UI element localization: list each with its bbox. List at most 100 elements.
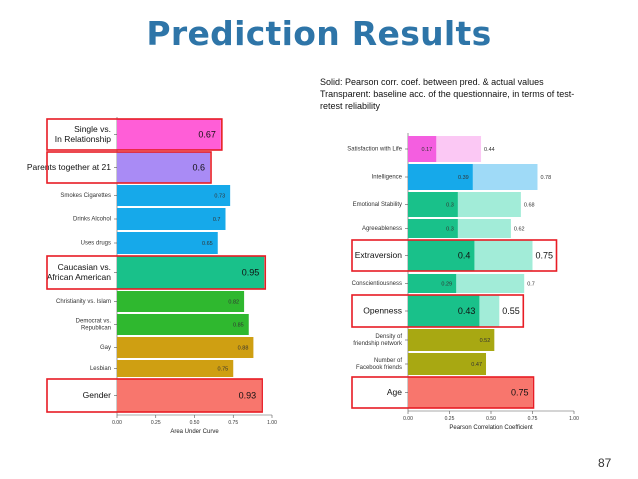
auc-data-label: 0.65 — [202, 241, 213, 247]
corr-data-label: 0.39 — [458, 175, 469, 181]
auc-x-axis-label: Area Under Curve — [170, 429, 219, 435]
auc-tick-label: 1.00 — [267, 420, 277, 426]
auc-highlight-box — [46, 118, 223, 151]
auc-bar — [117, 379, 262, 412]
corr-category-label: Satisfaction with Life — [347, 147, 402, 153]
corr-data-label: 0.52 — [480, 338, 491, 344]
auc-data-label: 0.7 — [213, 217, 221, 223]
auc-category-label: In Relationship — [55, 134, 112, 144]
auc-category-label: Democrat vs. — [76, 319, 112, 325]
auc-data-label: 0.95 — [242, 268, 260, 278]
corr-highlight-box — [351, 294, 525, 328]
auc-bar — [117, 314, 249, 335]
auc-bar — [117, 119, 221, 150]
auc-bar — [117, 291, 245, 312]
slide-title: Prediction Results — [146, 14, 492, 53]
corr-solid-bar — [408, 136, 437, 162]
corr-baseline-label: 0.7 — [527, 282, 535, 288]
auc-category-label: African American — [47, 272, 112, 282]
corr-solid-bar — [408, 377, 533, 408]
corr-data-label: 0.17 — [422, 147, 433, 153]
auc-highlight-box — [46, 378, 263, 413]
corr-solid-bar — [408, 295, 480, 327]
auc-category-label: Christianity vs. Islam — [56, 299, 111, 305]
corr-solid-bar — [408, 164, 473, 190]
corr-tick-label: 0.75 — [528, 416, 538, 422]
legend-note-line: retest reliability — [320, 101, 381, 111]
legend-note: Solid: Pearson corr. coef. between pred.… — [320, 76, 620, 112]
auc-data-label: 0.93 — [239, 391, 257, 401]
corr-category-label: Openness — [363, 305, 402, 315]
corr-highlight-box — [351, 376, 535, 409]
corr-highlight-box — [351, 239, 558, 272]
auc-data-label: 0.75 — [218, 367, 229, 373]
auc-data-label: 0.73 — [214, 194, 225, 200]
corr-baseline-label: 0.68 — [524, 203, 535, 209]
auc-highlight-box — [46, 255, 267, 290]
auc-category-label: Gender — [83, 390, 112, 400]
auc-bar — [117, 208, 226, 230]
auc-bar — [117, 360, 234, 377]
auc-tick-label: 0.75 — [228, 420, 238, 426]
auc-category-label: Gay — [100, 345, 111, 351]
auc-data-label: 0.85 — [233, 323, 244, 329]
corr-tick-label: 0.25 — [445, 416, 455, 422]
auc-data-label: 0.88 — [238, 346, 249, 352]
corr-baseline-label: 0.62 — [514, 227, 525, 233]
corr-category-label: Age — [387, 387, 402, 397]
corr-data-label: 0.47 — [471, 362, 482, 368]
corr-baseline-label: 0.55 — [502, 306, 520, 316]
corr-tick-label: 1.00 — [569, 416, 579, 422]
auc-bar — [117, 232, 218, 254]
corr-data-label: 0.29 — [441, 282, 452, 288]
corr-solid-bar — [408, 329, 495, 351]
corr-data-label: 0.3 — [446, 203, 454, 209]
corr-category-label: Intelligence — [372, 175, 403, 181]
auc-bar — [117, 337, 254, 358]
corr-baseline-label: 0.44 — [484, 147, 495, 153]
auc-data-label: 0.82 — [228, 300, 239, 306]
corr-baseline-label: 0.75 — [536, 251, 554, 261]
corr-category-label: Density of — [375, 334, 402, 340]
auc-tick-label: 0.50 — [190, 420, 200, 426]
corr-data-label: 0.3 — [446, 227, 454, 233]
corr-solid-bar — [408, 219, 458, 238]
corr-data-label: 0.43 — [458, 306, 476, 316]
auc-category-label: Single vs. — [74, 124, 111, 134]
auc-bar — [117, 152, 210, 183]
auc-data-label: 0.6 — [192, 163, 205, 173]
legend-note-line: Transparent: baseline acc. of the questi… — [320, 89, 575, 99]
auc-category-label: Drinks Alcohol — [73, 217, 111, 223]
corr-solid-bar — [408, 240, 475, 271]
auc-category-label: Uses drugs — [81, 241, 111, 247]
corr-solid-bar — [408, 192, 458, 217]
auc-tick-label: 0.25 — [151, 420, 161, 426]
corr-solid-bar — [408, 353, 487, 375]
corr-category-label: Agreeableness — [362, 226, 402, 232]
page-number: 87 — [598, 456, 612, 470]
corr-x-axis-label: Pearson Correlation Coefficient — [449, 425, 533, 431]
auc-highlight-box — [46, 151, 212, 184]
corr-category-label: Number of — [374, 358, 402, 364]
corr-solid-bar — [408, 274, 457, 293]
corr-category-label: Extraversion — [355, 250, 403, 260]
corr-category-label: Conscientiousness — [352, 281, 402, 287]
corr-category-label: friendship network — [353, 341, 403, 347]
corr-baseline-label: 0.78 — [540, 175, 551, 181]
corr-tick-label: 0.00 — [403, 416, 413, 422]
corr-category-label: Emotional Stability — [353, 202, 402, 208]
auc-category-label: Republican — [81, 326, 111, 332]
corr-category-label: Facebook friends — [356, 365, 402, 371]
corr-data-label: 0.4 — [458, 251, 471, 261]
corr-data-label: 0.75 — [511, 388, 529, 398]
auc-data-label: 0.67 — [198, 130, 216, 140]
auc-bar — [117, 256, 265, 289]
auc-tick-label: 0.00 — [112, 420, 122, 426]
legend-note-line: Solid: Pearson corr. coef. between pred.… — [320, 77, 544, 87]
corr-tick-label: 0.50 — [486, 416, 496, 422]
auc-category-label: Smokes Cigarettes — [60, 193, 111, 199]
auc-bar — [117, 185, 231, 206]
auc-category-label: Parents together at 21 — [27, 162, 111, 172]
